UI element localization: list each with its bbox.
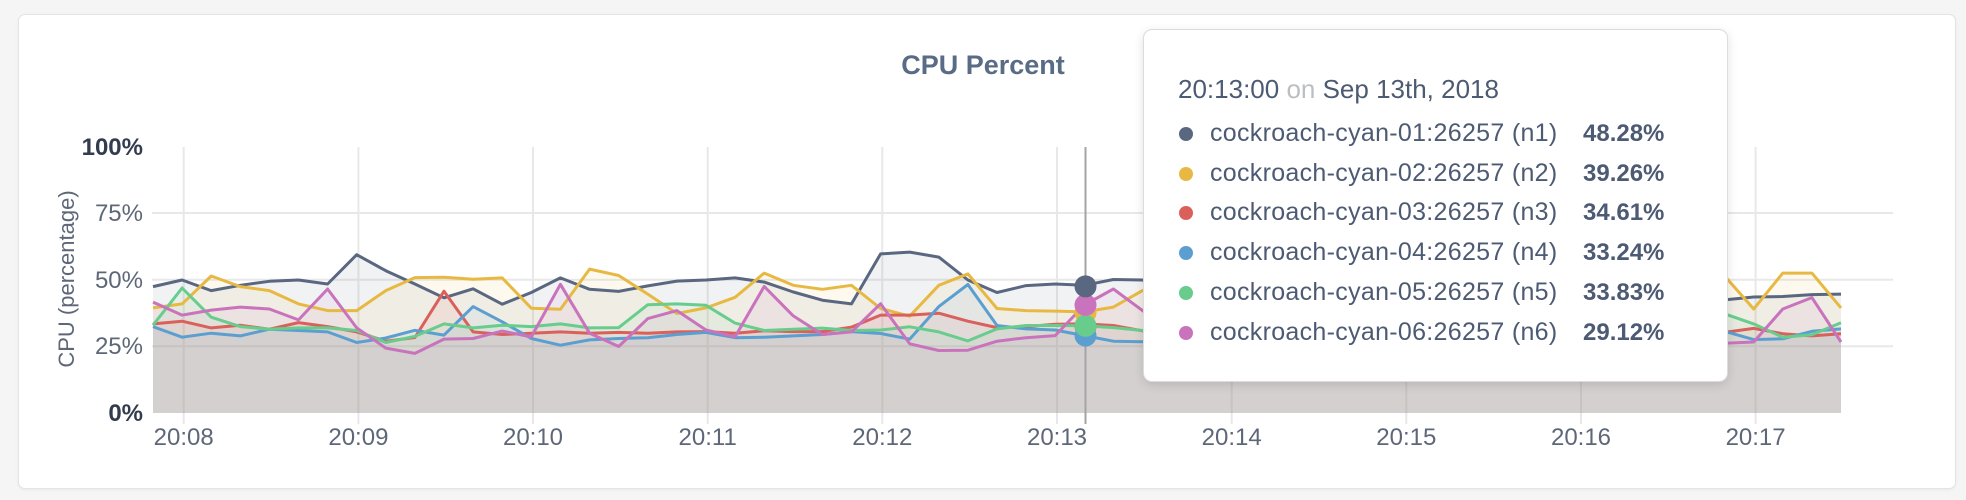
svg-text:20:09: 20:09 <box>328 424 388 451</box>
svg-text:100%: 100% <box>82 134 143 161</box>
svg-text:20:08: 20:08 <box>154 424 214 451</box>
svg-text:20:11: 20:11 <box>679 424 737 451</box>
svg-text:20:12: 20:12 <box>852 424 912 451</box>
svg-text:20:13: 20:13 <box>1027 424 1087 451</box>
svg-text:20:15: 20:15 <box>1376 424 1436 451</box>
svg-text:75%: 75% <box>95 200 143 227</box>
svg-text:20:16: 20:16 <box>1551 424 1611 451</box>
svg-text:50%: 50% <box>95 267 143 294</box>
svg-text:0%: 0% <box>108 400 143 427</box>
svg-text:25%: 25% <box>95 333 143 360</box>
svg-text:20:10: 20:10 <box>503 424 563 451</box>
svg-text:CPU (percentage): CPU (percentage) <box>54 190 79 367</box>
svg-text:20:17: 20:17 <box>1726 424 1786 451</box>
svg-text:20:14: 20:14 <box>1202 424 1262 451</box>
